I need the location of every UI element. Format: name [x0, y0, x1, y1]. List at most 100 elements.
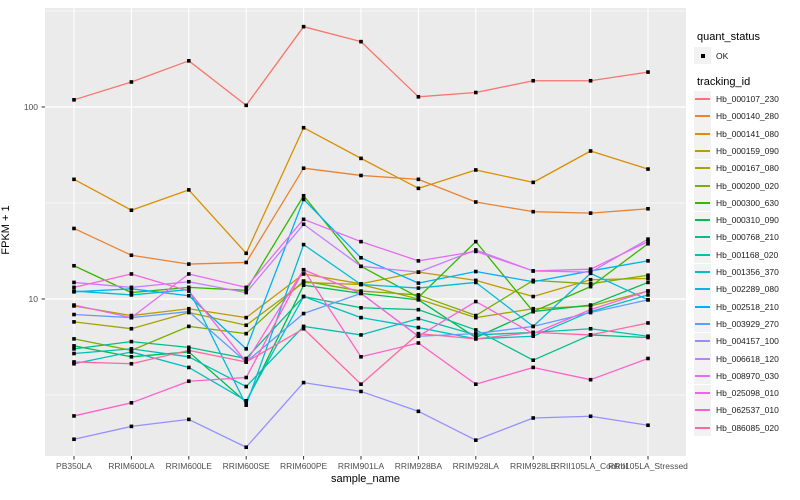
- data-point: [244, 356, 248, 361]
- data-point: [187, 279, 191, 284]
- data-point: [588, 303, 593, 307]
- legend-color-line: [695, 253, 710, 256]
- legend-item-label: Hb_000159_090: [716, 145, 779, 156]
- data-point: [72, 344, 76, 348]
- data-point: [187, 188, 191, 192]
- data-point: [416, 95, 421, 99]
- legend-color-line: [695, 288, 710, 291]
- data-point: [244, 315, 248, 320]
- data-point: [588, 211, 593, 215]
- legend-color-line: [695, 236, 710, 239]
- data-point: [187, 272, 191, 276]
- data-point: [646, 334, 650, 339]
- data-point: [359, 389, 363, 394]
- data-point: [474, 280, 478, 285]
- legend-color-line: [695, 340, 710, 343]
- data-point: [531, 358, 535, 363]
- data-point: [129, 350, 134, 354]
- legend-item-Hb_008970_030: Hb_008970_030: [694, 367, 779, 385]
- data-point: [129, 272, 134, 276]
- data-point: [588, 267, 593, 271]
- legend-item-Hb_000159_090: Hb_000159_090: [694, 142, 779, 160]
- legend-item-label: Hb_000300_630: [716, 197, 779, 208]
- legend-color-line: [695, 149, 710, 152]
- data-point: [244, 347, 248, 351]
- data-point: [244, 398, 248, 403]
- data-point: [244, 288, 248, 293]
- data-point: [474, 438, 478, 442]
- data-point: [531, 269, 535, 273]
- data-point: [416, 270, 421, 274]
- data-point: [416, 293, 421, 297]
- legend-color-line: [695, 201, 710, 204]
- data-point: [301, 217, 306, 222]
- data-point: [187, 59, 191, 63]
- data-point: [187, 354, 191, 359]
- data-point: [72, 414, 76, 418]
- legend-item-label: Hb_000200_020: [716, 180, 779, 191]
- legend-key-box: [694, 263, 711, 281]
- data-point: [474, 382, 478, 386]
- x-tick-label: RRIM901LA: [338, 461, 385, 471]
- data-point: [129, 361, 134, 366]
- legend-item-ok: OK: [694, 47, 728, 64]
- data-point: [646, 273, 650, 278]
- data-point: [416, 177, 421, 182]
- data-point: [646, 206, 650, 211]
- data-point: [588, 149, 593, 153]
- legend-key-box: [694, 401, 711, 419]
- data-point: [531, 334, 535, 339]
- legend-color-line: [695, 167, 710, 170]
- data-point: [72, 437, 76, 442]
- data-point: [531, 209, 535, 214]
- legend-key-box: [694, 90, 711, 108]
- data-point: [129, 253, 134, 258]
- x-tick-label: RRIM928BA: [395, 461, 443, 471]
- data-point: [474, 239, 478, 244]
- data-point: [474, 269, 478, 274]
- data-point: [129, 290, 134, 295]
- data-point: [301, 380, 306, 385]
- data-point: [244, 260, 248, 265]
- data-point: [474, 328, 478, 332]
- data-point: [416, 295, 421, 300]
- data-point: [244, 375, 248, 380]
- ok-point-icon: [700, 53, 705, 58]
- legend-item-Hb_001168_020: Hb_001168_020: [694, 246, 778, 264]
- data-point: [129, 326, 134, 331]
- data-point: [646, 276, 650, 281]
- data-point: [416, 325, 421, 330]
- data-point: [416, 259, 421, 263]
- data-point: [244, 331, 248, 336]
- data-point: [416, 186, 421, 191]
- legend-item-label: Hb_006618_120: [716, 353, 779, 364]
- data-point: [244, 251, 248, 256]
- data-point: [187, 262, 191, 266]
- x-tick-label: RRIM600LE: [166, 461, 213, 471]
- data-point: [588, 78, 593, 83]
- data-point: [359, 305, 363, 310]
- x-tick-label: RRIM928LA: [453, 461, 500, 471]
- data-point: [72, 312, 76, 317]
- legend-key-box: [694, 228, 711, 246]
- data-point: [72, 285, 76, 290]
- data-point: [646, 237, 650, 241]
- legend-item-Hb_002518_210: Hb_002518_210: [694, 298, 779, 316]
- legend-key-box: [694, 280, 711, 298]
- data-point: [359, 173, 363, 178]
- data-point: [359, 282, 363, 287]
- legend-key-box: [694, 211, 711, 229]
- y-tick-label: 100: [24, 102, 38, 112]
- data-point: [244, 103, 248, 108]
- data-point: [646, 241, 650, 246]
- data-point: [244, 384, 248, 389]
- data-point: [187, 417, 191, 422]
- legend-item-Hb_000140_280: Hb_000140_280: [694, 107, 779, 125]
- legend-item-label: Hb_002289_080: [716, 284, 779, 295]
- data-point: [301, 222, 306, 227]
- legend-key-box: [694, 159, 711, 177]
- legend-color-line: [695, 271, 710, 273]
- data-point: [359, 289, 363, 293]
- data-point: [474, 337, 478, 341]
- data-point: [129, 293, 134, 297]
